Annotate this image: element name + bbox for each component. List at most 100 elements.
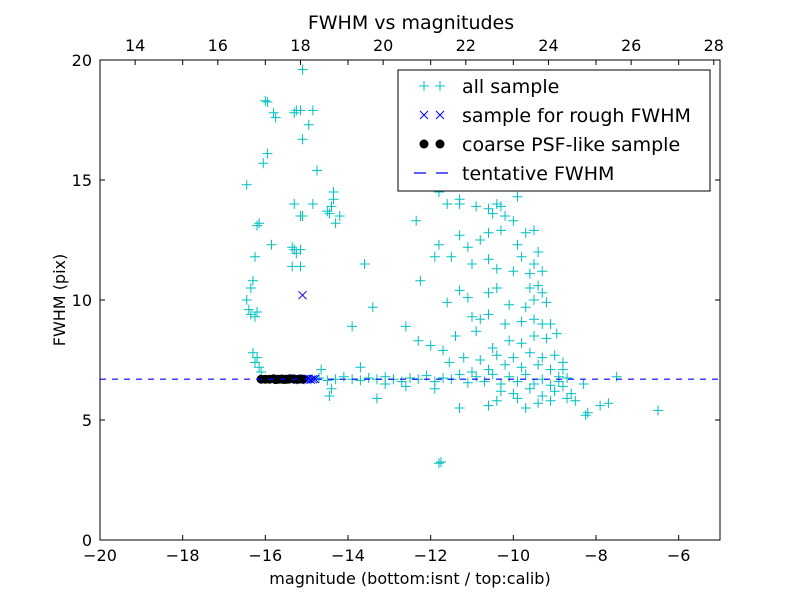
data-point (570, 395, 581, 406)
data-point (359, 259, 370, 269)
data-point (562, 393, 573, 404)
data-point (458, 352, 469, 363)
data-point (260, 95, 271, 106)
series-all-sample (241, 64, 663, 469)
x-tick-label: −14 (331, 546, 365, 565)
data-point (312, 165, 322, 176)
data-point (551, 328, 562, 339)
data-point (524, 268, 535, 279)
data-point (303, 119, 314, 130)
data-point (298, 290, 307, 300)
data-point (516, 251, 527, 262)
legend-label-tentative-fwhm: tentative FWHM (462, 163, 614, 185)
data-point (516, 316, 527, 327)
data-point (504, 335, 515, 346)
data-point (582, 407, 593, 418)
legend-markers (414, 81, 448, 174)
data-point (520, 302, 531, 313)
data-point (400, 321, 411, 332)
chart-title: FWHM vs magnitudes (308, 12, 514, 34)
data-point (487, 369, 498, 380)
data-point (467, 367, 477, 377)
data-point (454, 230, 465, 241)
data-point (524, 383, 535, 394)
data-point (316, 364, 327, 375)
data-point (487, 343, 498, 353)
data-point (504, 299, 515, 310)
legend-marker (419, 110, 429, 120)
data-point (520, 369, 531, 380)
data-point (380, 371, 391, 382)
data-point (545, 319, 556, 329)
data-point (580, 410, 591, 421)
data-point (438, 345, 449, 356)
data-point (520, 227, 531, 238)
data-point (429, 251, 440, 262)
data-point (355, 375, 366, 386)
data-point (483, 309, 494, 320)
data-point (262, 97, 273, 107)
data-point (415, 275, 426, 286)
data-point (450, 331, 461, 341)
data-point (471, 326, 482, 337)
data-point (562, 373, 573, 383)
data-point (529, 314, 539, 325)
data-point (467, 259, 477, 269)
axis-ticks: −20 −18 −16 −14 −12 −10 −8 −6 0 5 10 15 20 14 16 18 20 22… (72, 36, 724, 565)
data-point (436, 457, 446, 467)
data-point (444, 357, 455, 368)
data-point (500, 211, 511, 221)
data-point (295, 105, 306, 116)
data-point (363, 373, 374, 383)
data-point (338, 371, 349, 382)
data-point (512, 239, 523, 250)
data-point (483, 287, 494, 298)
x-tick-label: −18 (166, 546, 200, 565)
data-point (252, 307, 263, 317)
data-point (245, 309, 256, 320)
data-point (491, 263, 502, 274)
legend: all sample sample for rough FWHM coarse … (397, 69, 711, 192)
data-point (324, 208, 335, 219)
data-point (566, 388, 577, 399)
data-point (508, 352, 519, 363)
data-point (545, 395, 556, 406)
legend-marker (435, 81, 445, 91)
data-point (529, 225, 539, 236)
data-point (298, 374, 308, 384)
data-point (438, 373, 449, 383)
data-point (454, 369, 465, 380)
data-point (241, 295, 252, 305)
data-point (454, 285, 465, 296)
data-point (504, 371, 515, 382)
data-point (334, 211, 345, 221)
data-point (462, 242, 473, 253)
data-point (483, 400, 494, 411)
data-point (307, 199, 318, 209)
data-point (549, 386, 560, 397)
data-point (533, 247, 544, 257)
data-point (553, 376, 564, 387)
data-point (241, 179, 252, 190)
data-point (326, 201, 337, 212)
data-point (247, 347, 258, 358)
top-x-tick-label: 14 (125, 36, 145, 55)
data-point (252, 220, 263, 231)
data-point (491, 395, 502, 406)
data-point (529, 331, 539, 341)
data-point (495, 225, 506, 236)
data-point (487, 208, 498, 219)
legend-label-psf-like: coarse PSF-like sample (462, 134, 680, 156)
data-point (291, 248, 302, 259)
data-point (247, 275, 258, 286)
top-x-tick-label: 22 (456, 36, 476, 55)
data-point (413, 335, 424, 346)
data-point (454, 199, 465, 209)
data-point (328, 194, 339, 205)
data-point (295, 211, 306, 221)
data-point (483, 227, 494, 238)
data-point (611, 371, 622, 382)
x-tick-label: −10 (496, 546, 530, 565)
data-point (471, 371, 482, 382)
data-point (529, 259, 539, 269)
